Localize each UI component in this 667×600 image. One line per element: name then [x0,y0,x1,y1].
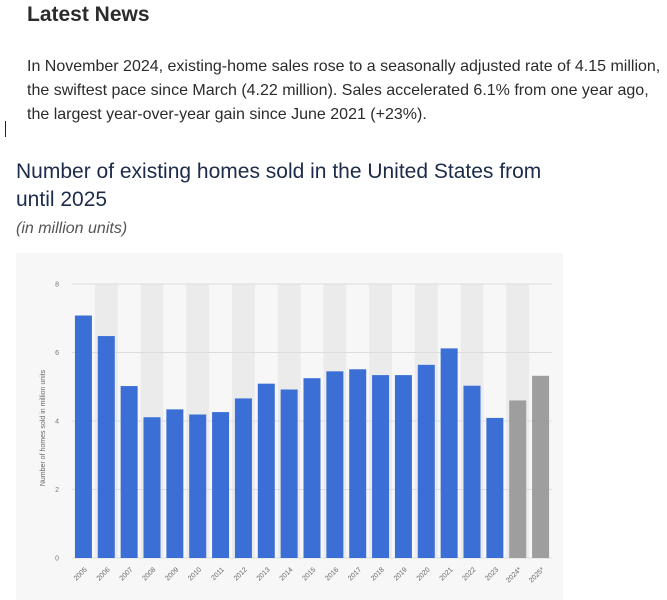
bar [394,375,412,558]
y-tick-label: 8 [55,282,59,289]
bar [234,398,252,558]
bar [74,315,92,558]
x-tick-label: 2012 [233,566,249,582]
x-tick-label: 2015 [301,566,317,582]
bar [120,386,138,558]
chart-title: Number of existing homes sold in the Uni… [16,158,563,214]
x-tick-label: 2020 [416,566,432,582]
y-axis-label: Number of homes sold in million units [40,369,47,486]
bar [280,389,298,558]
bar [212,412,230,558]
x-tick-label: 2019 [393,566,409,582]
bar [349,369,367,558]
y-tick-label: 6 [55,350,59,357]
x-tick-label: 2025* [528,566,546,584]
bar [303,378,321,558]
x-tick-label: 2016 [324,566,340,582]
news-body: In November 2024, existing-home sales ro… [27,58,661,123]
y-tick-label: 2 [55,487,59,494]
x-tick-label: 2008 [141,566,157,582]
x-tick-label: 2014 [279,566,295,582]
y-tick-label: 4 [55,419,59,426]
bar [509,400,527,558]
bar [97,336,115,558]
bar [257,383,275,558]
bar [486,417,504,558]
x-tick-label: 2017 [347,566,363,582]
y-tick-labels: 0 2 4 6 8 [55,282,59,563]
x-tick-label: 2010 [187,566,203,582]
bars [74,315,550,558]
bar [372,375,390,558]
x-tick-label: 2009 [164,566,180,582]
bar [326,371,344,558]
x-tick-label: 2024* [505,566,523,584]
bar [440,348,458,558]
x-tick-label: 2011 [210,566,226,582]
chart-title-line2: until 2025 [16,188,108,211]
bar [532,375,550,558]
x-tick-label: 2006 [96,566,112,582]
y-tick-label: 0 [55,556,59,563]
x-tick-label: 2013 [256,566,272,582]
news-heading: Latest News [27,3,150,26]
chart-title-line1: Number of existing homes sold in the Uni… [16,160,542,183]
x-tick-label: 2022 [461,566,477,582]
chart-subtitle: (in million units) [16,220,128,237]
bar [189,414,207,558]
bar [143,417,161,558]
text-cursor [5,121,6,137]
x-tick-labels: 2005 2006 2007 2008 2009 2010 2011 2012 2013 2014… [73,566,546,584]
x-tick-label: 2023 [484,566,500,582]
x-tick-label: 2018 [370,566,386,582]
bar [166,409,184,558]
x-tick-label: 2007 [119,566,135,582]
x-tick-label: 2005 [73,566,89,582]
x-tick-label: 2021 [439,566,455,582]
bar [417,364,435,558]
bar [463,385,481,558]
